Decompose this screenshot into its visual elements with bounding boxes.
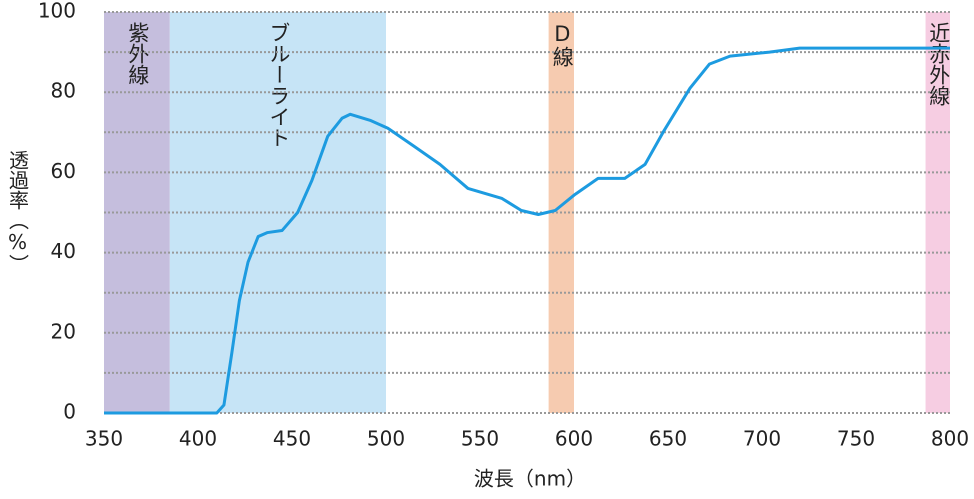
x-tick-label: 550 <box>461 427 499 451</box>
y-tick-label: 20 <box>51 319 76 343</box>
x-tick-label: 350 <box>85 427 123 451</box>
x-tick-label: 500 <box>367 427 405 451</box>
x-tick-label: 400 <box>179 427 217 451</box>
plot <box>104 46 950 415</box>
y-tick-label: 40 <box>51 239 76 263</box>
band-label: D線 <box>550 22 574 67</box>
y-tick-label: 100 <box>38 0 76 23</box>
x-axis-label: 波長（nm） <box>474 467 586 491</box>
x-tick-label: 600 <box>555 427 593 451</box>
x-tick-label: 450 <box>273 427 311 451</box>
x-tick-label: 750 <box>837 427 875 451</box>
y-axis-label: 透過率（%） <box>6 150 30 274</box>
y-tick-label: 0 <box>63 400 76 424</box>
x-tick-label: 800 <box>931 427 969 451</box>
line <box>104 46 950 415</box>
x-tick-label: 700 <box>743 427 781 451</box>
y-tick-label: 60 <box>51 159 76 183</box>
band-label: 近赤外線 <box>927 22 951 106</box>
grid <box>104 11 950 414</box>
x-tick-label: 650 <box>649 427 687 451</box>
band-label: 紫外線 <box>126 22 150 85</box>
y-tick-label: 80 <box>51 79 76 103</box>
band-label: ブルーライト <box>267 22 291 148</box>
